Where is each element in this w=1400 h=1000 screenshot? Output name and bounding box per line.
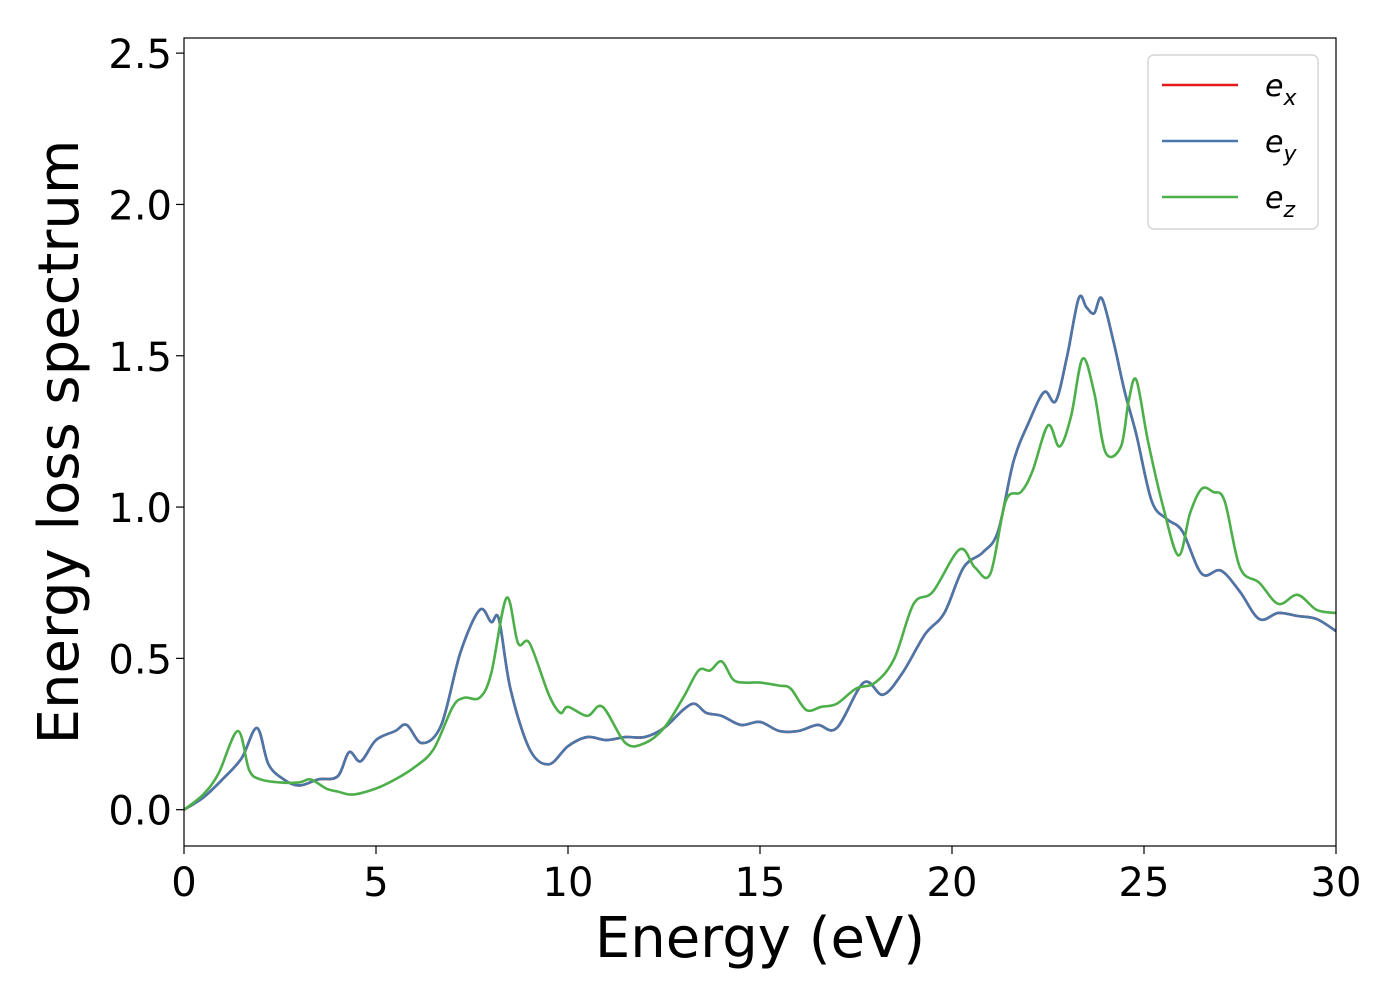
series-line-z (183, 357, 1337, 811)
y-tick-label: 1.5 (108, 335, 172, 381)
x-axis-ticks: 0 5 10 15 20 25 30 (171, 846, 1361, 906)
legend-entries: ex ey ez (1162, 69, 1297, 223)
x-tick-label: 0 (171, 860, 196, 906)
x-axis-title: Energy (eV) (595, 906, 925, 971)
legend-label-x: ex (1265, 69, 1297, 111)
y-tick-label: 0.0 (108, 789, 172, 835)
legend-label-z: ez (1265, 181, 1295, 223)
y-tick-label: 0.5 (108, 637, 172, 683)
plot-lines (183, 294, 1337, 811)
y-tick-label: 2.5 (108, 32, 172, 78)
x-tick-label: 5 (363, 860, 388, 906)
y-tick-label: 1.0 (108, 486, 172, 532)
y-axis-title: Energy loss spectrum (27, 140, 92, 745)
x-tick-label: 25 (1119, 860, 1170, 906)
x-tick-label: 15 (735, 860, 786, 906)
y-axis-ticks: 0.0 0.5 1.0 1.5 2.0 2.5 (108, 32, 184, 835)
legend: ex ey ez (1147, 54, 1319, 230)
legend-label-y: ey (1265, 125, 1297, 167)
x-tick-label: 10 (543, 860, 594, 906)
x-tick-label: 30 (1311, 860, 1362, 906)
x-tick-label: 20 (927, 860, 978, 906)
y-tick-label: 2.0 (108, 183, 172, 229)
